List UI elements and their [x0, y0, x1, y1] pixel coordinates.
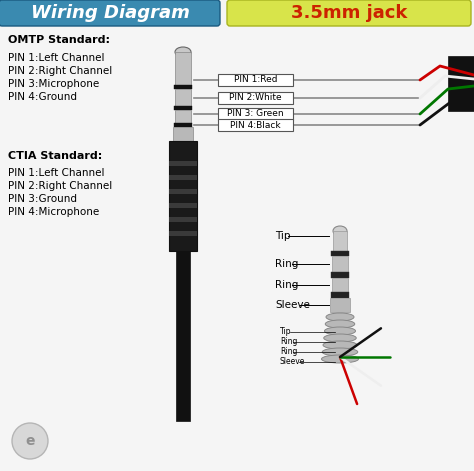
Bar [174, 123, 192, 127]
Bar [169, 231, 197, 236]
Bar [330, 298, 350, 312]
Bar [218, 108, 293, 120]
Bar [169, 189, 197, 194]
Text: PIN 2:Right Channel: PIN 2:Right Channel [8, 181, 112, 191]
Text: e: e [25, 434, 35, 448]
Text: Tip: Tip [280, 327, 292, 336]
Text: PIN 3: Green: PIN 3: Green [227, 109, 284, 119]
Bar [174, 106, 192, 110]
Text: PIN 3:Microphone: PIN 3:Microphone [8, 79, 99, 89]
Text: PIN 4:Black: PIN 4:Black [230, 121, 281, 130]
Bar [176, 251, 190, 421]
Ellipse shape [324, 334, 356, 342]
FancyBboxPatch shape [227, 0, 471, 26]
Circle shape [12, 423, 48, 459]
Bar [169, 175, 197, 180]
Text: 3.5mm jack: 3.5mm jack [291, 4, 407, 22]
Bar [175, 52, 191, 86]
Ellipse shape [321, 355, 358, 363]
Bar [218, 119, 293, 131]
Bar [331, 272, 349, 278]
Bar [169, 203, 197, 208]
Bar [448, 56, 474, 111]
Bar [169, 141, 197, 251]
Text: PIN 2:Right Channel: PIN 2:Right Channel [8, 66, 112, 76]
Ellipse shape [325, 327, 356, 335]
Bar [174, 85, 192, 89]
Text: Wiring Diagram: Wiring Diagram [30, 4, 190, 22]
Bar [218, 74, 293, 86]
Text: PIN 4:Microphone: PIN 4:Microphone [8, 207, 99, 217]
Text: PIN 1:Left Channel: PIN 1:Left Channel [8, 53, 104, 63]
Bar [332, 278, 348, 292]
Text: Tip: Tip [275, 231, 291, 241]
Bar [173, 127, 193, 141]
Text: OMTP Standard:: OMTP Standard: [8, 35, 110, 45]
Bar [331, 251, 349, 256]
Bar [331, 292, 349, 298]
Ellipse shape [322, 348, 358, 356]
Bar [175, 89, 191, 106]
Ellipse shape [323, 341, 357, 349]
Bar [218, 92, 293, 104]
Ellipse shape [325, 320, 355, 328]
Text: Sleeve: Sleeve [280, 357, 305, 366]
Text: Ring: Ring [275, 259, 298, 269]
Ellipse shape [326, 313, 354, 321]
Text: PIN 2:White: PIN 2:White [229, 94, 282, 103]
Text: PIN 4:Ground: PIN 4:Ground [8, 92, 77, 102]
Text: PIN 3:Ground: PIN 3:Ground [8, 194, 77, 204]
Text: Ring: Ring [275, 280, 298, 290]
Bar [333, 231, 347, 251]
Text: PIN 1:Left Channel: PIN 1:Left Channel [8, 168, 104, 178]
Bar [169, 217, 197, 222]
Ellipse shape [333, 226, 347, 236]
Text: Sleeve: Sleeve [275, 300, 310, 310]
Text: PIN 1:Red: PIN 1:Red [234, 75, 277, 84]
FancyBboxPatch shape [0, 0, 220, 26]
Text: CTIA Standard:: CTIA Standard: [8, 151, 102, 161]
Text: Ring: Ring [280, 338, 297, 347]
Bar [169, 161, 197, 166]
Text: Ring: Ring [280, 348, 297, 357]
Ellipse shape [175, 47, 191, 57]
Bar [175, 110, 191, 123]
Bar [332, 256, 348, 272]
